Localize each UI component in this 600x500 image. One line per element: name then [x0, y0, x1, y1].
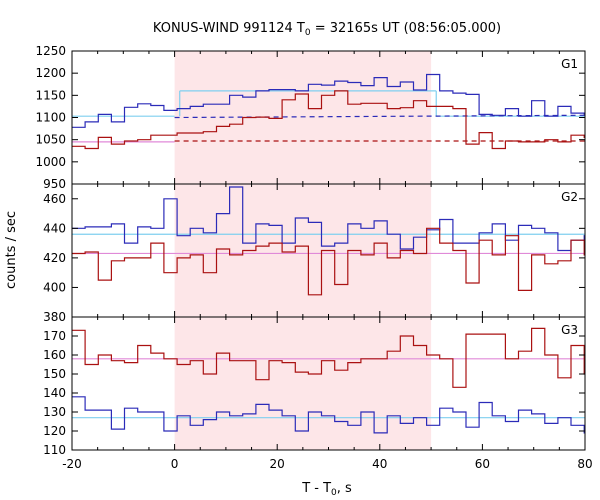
x-tick-label: 80: [577, 457, 592, 471]
panels-group: 950100010501100115012001250G138040042044…: [35, 44, 592, 471]
y-tick-label: 1100: [35, 111, 66, 125]
chart-title-main: KONUS-WIND 991124 T: [153, 21, 305, 36]
panel-g2: 380 400 420 440 460 G2: [43, 183, 586, 324]
panel-g3: 110 120 130 140 150 160 170 G3: [43, 316, 586, 457]
shaded-interval: [174, 51, 432, 184]
panel-label: G1: [561, 57, 578, 71]
series-1-histogram: [72, 90, 585, 150]
y-tick-label: 130: [43, 405, 66, 419]
series-0-histogram: [72, 396, 585, 434]
x-tick-label: 0: [171, 457, 179, 471]
y-tick-label: 140: [43, 386, 66, 400]
series-1-histogram: [72, 227, 585, 296]
x-tick-label: 60: [475, 457, 490, 471]
y-tick-label: 400: [43, 280, 66, 294]
y-tick-label: 1150: [35, 88, 66, 102]
chart-title-subscript: 0: [305, 28, 311, 38]
y-tick-label: 1250: [35, 44, 66, 58]
y-tick-label: 1050: [35, 133, 66, 147]
y-tick-label: 440: [43, 221, 66, 235]
x-axis-label-main: T - T: [301, 481, 331, 496]
y-tick-label: 160: [43, 348, 66, 362]
x-axis-label-rest: , s: [337, 481, 352, 496]
panel-g1: 950 1000 1050 1100 1150 1200 1250 G1: [35, 44, 586, 191]
x-tick-label: -20: [62, 457, 82, 471]
x-axis-label-subscript: 0: [331, 488, 337, 498]
chart-title: KONUS-WIND 991124 T0 = 32165s UT (08:56:…: [153, 21, 501, 38]
shaded-interval: [174, 317, 432, 450]
x-tick-label: 40: [372, 457, 387, 471]
x-axis-label: T - T0, s: [301, 481, 352, 498]
series-1-histogram: [72, 327, 585, 388]
series-0-histogram: [72, 73, 585, 128]
x-tick-label: 20: [270, 457, 285, 471]
panel-label: G2: [561, 190, 578, 204]
y-tick-label: 110: [43, 443, 66, 457]
panel-label: G3: [561, 323, 578, 337]
y-axis-label: counts / sec: [4, 211, 19, 289]
dashed-trend-0: [174, 114, 586, 119]
y-tick-label: 950: [43, 177, 66, 191]
y-tick-label: 380: [43, 310, 66, 324]
y-tick-label: 420: [43, 251, 66, 265]
y-tick-label: 150: [43, 367, 66, 381]
y-tick-label: 120: [43, 424, 66, 438]
chart-title-rest: = 32165s UT (08:56:05.000): [311, 21, 501, 36]
y-tick-label: 460: [43, 192, 66, 206]
y-tick-label: 170: [43, 329, 66, 343]
y-tick-label: 1200: [35, 66, 66, 80]
series-0-histogram: [72, 186, 585, 252]
y-tick-label: 1000: [35, 155, 66, 169]
shaded-interval: [174, 184, 432, 317]
